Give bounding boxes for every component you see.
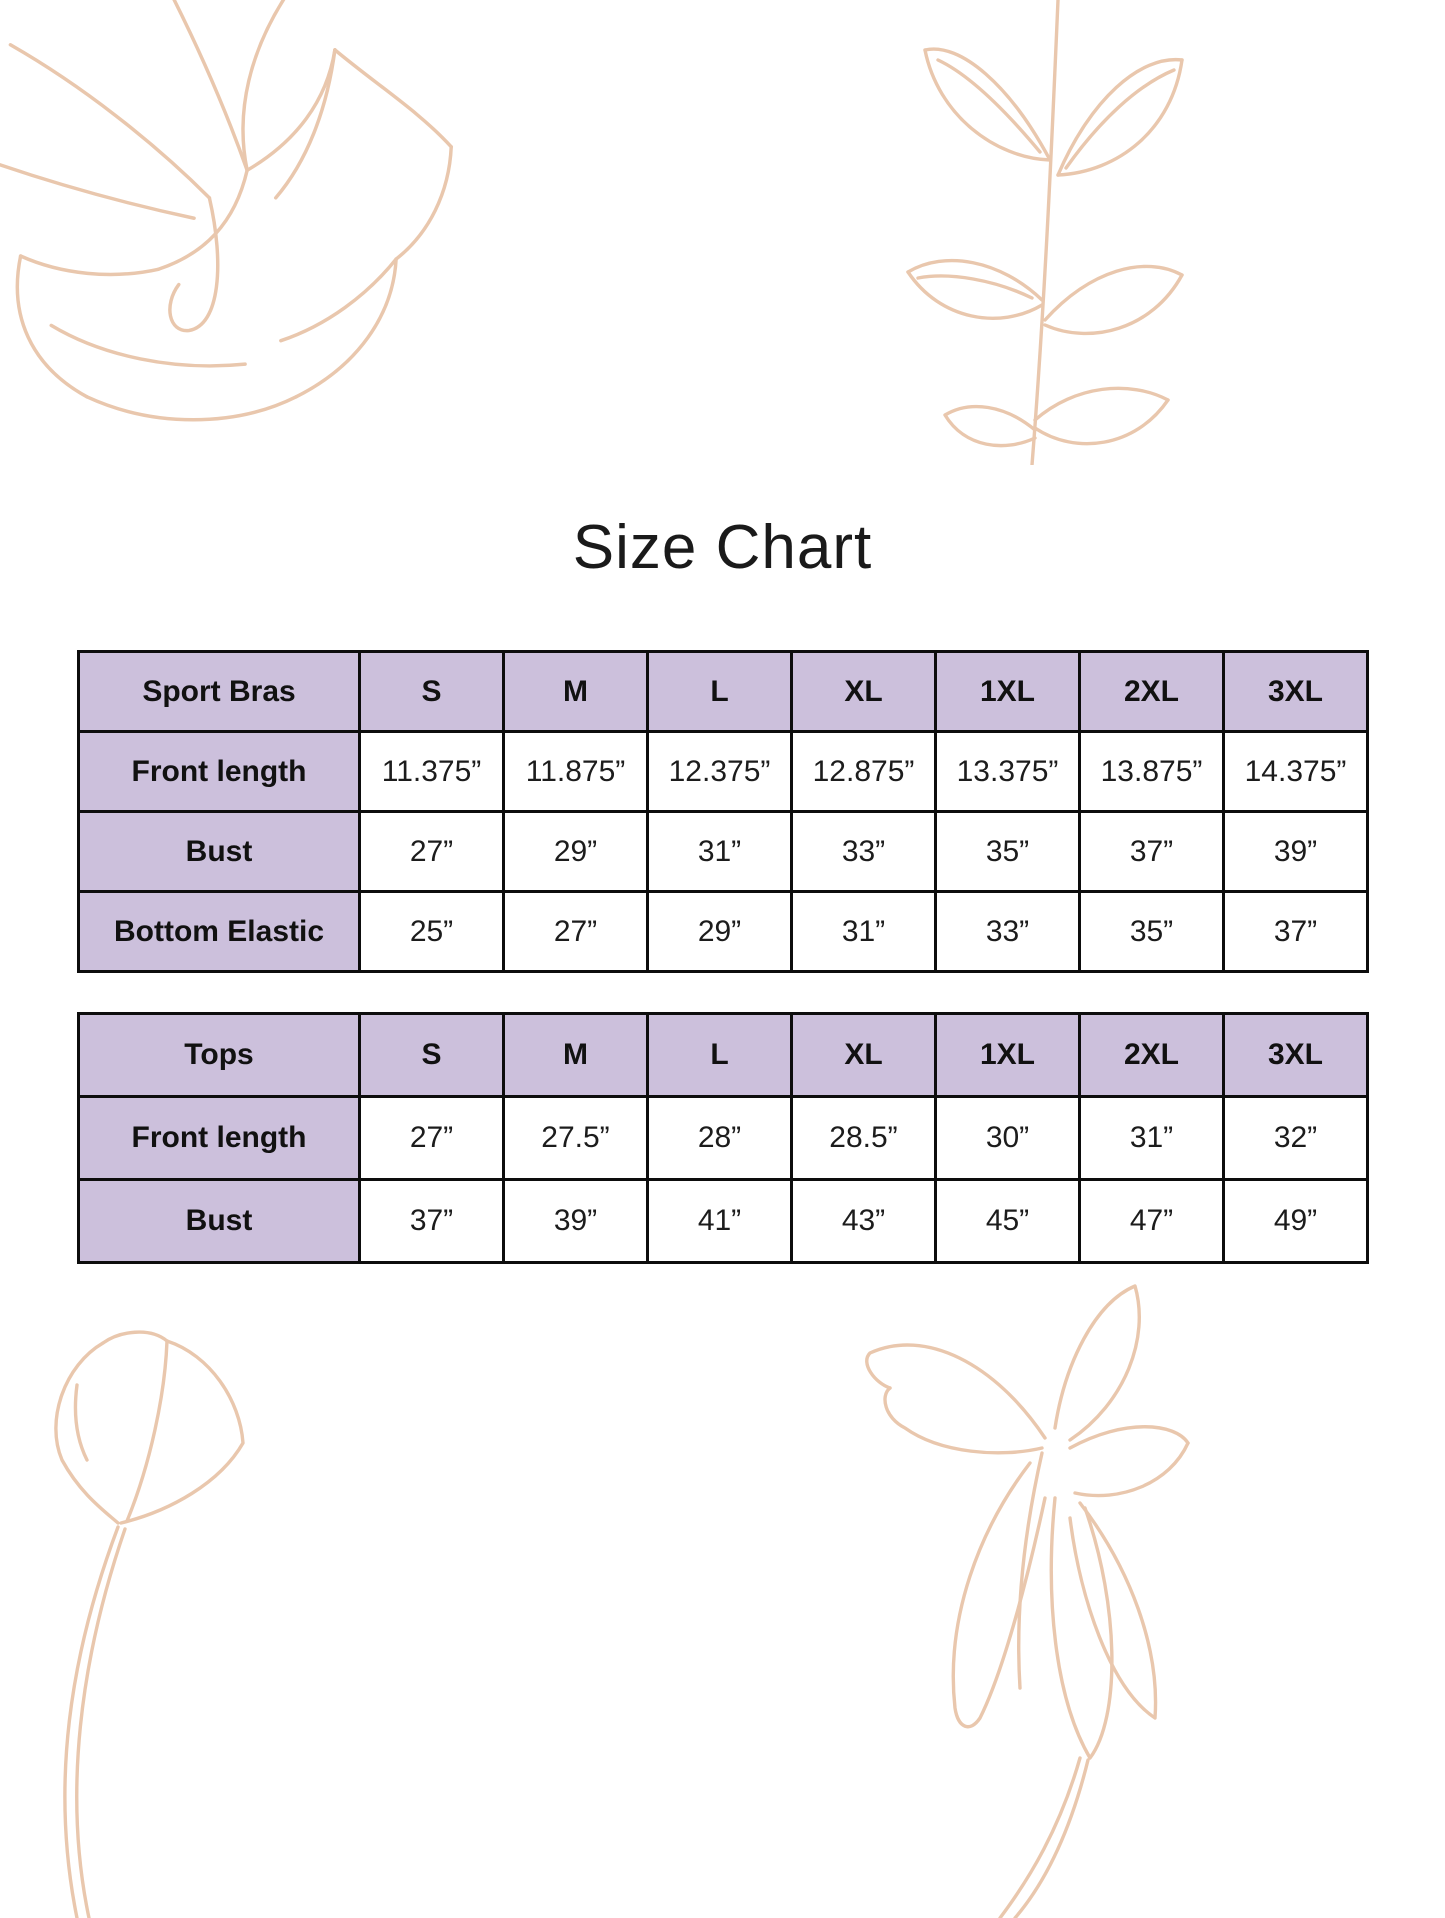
value-cell: 37” xyxy=(1222,890,1369,973)
table-row: Bust 27” 29” 31” 33” 35” 37” 39” xyxy=(77,810,1369,893)
value-cell: 33” xyxy=(790,810,937,893)
row-label-cell: Front length xyxy=(77,1095,361,1181)
value-cell: 29” xyxy=(502,810,649,893)
value-cell: 37” xyxy=(358,1178,505,1264)
size-header-cell: 2XL xyxy=(1078,650,1225,733)
table-row: Bust 37” 39” 41” 43” 45” 47” 49” xyxy=(77,1178,1369,1264)
value-cell: 33” xyxy=(934,890,1081,973)
value-cell: 11.875” xyxy=(502,730,649,813)
table-header-row: Sport Bras S M L XL 1XL 2XL 3XL xyxy=(77,650,1369,733)
table-row: Front length 27” 27.5” 28” 28.5” 30” 31”… xyxy=(77,1095,1369,1181)
row-label-cell: Bust xyxy=(77,1178,361,1264)
value-cell: 31” xyxy=(646,810,793,893)
tops-size-table: Tops S M L XL 1XL 2XL 3XL Front length 2… xyxy=(77,1012,1369,1264)
table-row: Front length 11.375” 11.875” 12.375” 12.… xyxy=(77,730,1369,813)
value-cell: 27.5” xyxy=(502,1095,649,1181)
value-cell: 12.875” xyxy=(790,730,937,813)
table-row: Bottom Elastic 25” 27” 29” 31” 33” 35” 3… xyxy=(77,890,1369,973)
page-title: Size Chart xyxy=(572,513,873,582)
size-header-cell: 3XL xyxy=(1222,650,1369,733)
size-header-cell: S xyxy=(358,1012,505,1098)
size-header-cell: XL xyxy=(790,1012,937,1098)
value-cell: 31” xyxy=(790,890,937,973)
table-title-cell: Tops xyxy=(77,1012,361,1098)
table-header-row: Tops S M L XL 1XL 2XL 3XL xyxy=(77,1012,1369,1098)
value-cell: 13.875” xyxy=(1078,730,1225,813)
value-cell: 45” xyxy=(934,1178,1081,1264)
value-cell: 14.375” xyxy=(1222,730,1369,813)
value-cell: 32” xyxy=(1222,1095,1369,1181)
value-cell: 11.375” xyxy=(358,730,505,813)
value-cell: 25” xyxy=(358,890,505,973)
value-cell: 28.5” xyxy=(790,1095,937,1181)
value-cell: 29” xyxy=(646,890,793,973)
value-cell: 35” xyxy=(934,810,1081,893)
value-cell: 30” xyxy=(934,1095,1081,1181)
floral-decoration-top-right xyxy=(906,0,1184,465)
value-cell: 27” xyxy=(502,890,649,973)
value-cell: 41” xyxy=(646,1178,793,1264)
value-cell: 28” xyxy=(646,1095,793,1181)
size-header-cell: M xyxy=(502,1012,649,1098)
table-title-cell: Sport Bras xyxy=(77,650,361,733)
value-cell: 49” xyxy=(1222,1178,1369,1264)
value-cell: 13.375” xyxy=(934,730,1081,813)
value-cell: 37” xyxy=(1078,810,1225,893)
size-header-cell: L xyxy=(646,1012,793,1098)
row-label-cell: Bust xyxy=(77,810,361,893)
size-header-cell: 2XL xyxy=(1078,1012,1225,1098)
size-header-cell: 1XL xyxy=(934,1012,1081,1098)
value-cell: 31” xyxy=(1078,1095,1225,1181)
floral-decoration-top-left xyxy=(0,0,453,422)
sport-bras-size-table: Sport Bras S M L XL 1XL 2XL 3XL Front le… xyxy=(77,650,1369,973)
size-header-cell: M xyxy=(502,650,649,733)
size-header-cell: 3XL xyxy=(1222,1012,1369,1098)
size-header-cell: 1XL xyxy=(934,650,1081,733)
size-header-cell: S xyxy=(358,650,505,733)
size-header-cell: XL xyxy=(790,650,937,733)
row-label-cell: Front length xyxy=(77,730,361,813)
value-cell: 27” xyxy=(358,810,505,893)
value-cell: 12.375” xyxy=(646,730,793,813)
value-cell: 35” xyxy=(1078,890,1225,973)
floral-decoration-bottom-left xyxy=(54,1330,245,1918)
value-cell: 43” xyxy=(790,1178,937,1264)
value-cell: 39” xyxy=(1222,810,1369,893)
row-label-cell: Bottom Elastic xyxy=(77,890,361,973)
floral-decoration-bottom-right xyxy=(865,1284,1190,1918)
size-header-cell: L xyxy=(646,650,793,733)
value-cell: 39” xyxy=(502,1178,649,1264)
value-cell: 47” xyxy=(1078,1178,1225,1264)
value-cell: 27” xyxy=(358,1095,505,1181)
